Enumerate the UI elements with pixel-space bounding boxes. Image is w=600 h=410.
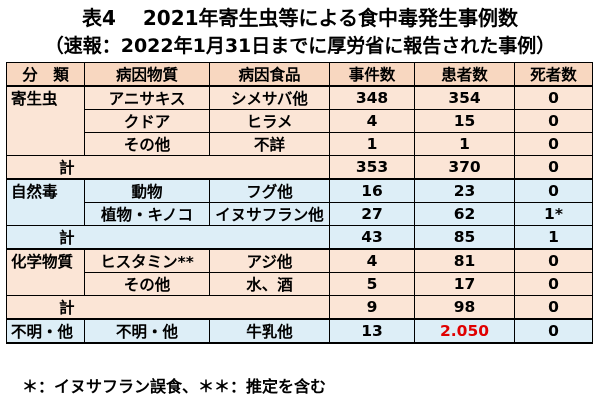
total-label: 計 [6,225,330,250]
deaths-cell: 0 [514,318,593,344]
footnote: ＊：イヌサフラン誤食、＊＊：推定を含む [22,377,327,396]
cases-cell: 16 [329,178,415,203]
patients-cell: 62 [414,202,515,226]
cases-cell: 4 [329,248,415,273]
agent-cell: その他 [84,132,210,156]
cases-cell: 13 [329,318,415,344]
total-row: 計 9 98 0 [6,295,593,320]
food-cell: ヒラメ [209,109,330,133]
total-patients: 370 [414,155,515,180]
category-label: 自然毒 [6,178,85,203]
header-cases: 事件数 [329,62,415,87]
category-spacer [6,109,85,133]
total-row: 計 43 85 1 [6,225,593,250]
table-subtitle: （速報：2022年1月31日までに厚労省に報告された事例） [44,35,556,57]
category-label: 寄生虫 [6,85,85,110]
category-spacer [6,272,85,296]
cases-cell: 5 [329,272,415,296]
total-deaths: 1 [514,225,593,250]
table-row: その他 水、酒 5 17 0 [6,272,593,296]
deaths-cell: 0 [514,272,593,296]
table-row: 植物・キノコ イヌサフラン他 27 62 1* [6,202,593,226]
header-agent: 病因物質 [84,62,210,87]
category-label: 不明・他 [6,318,85,344]
total-row: 計 353 370 0 [6,155,593,180]
patients-cell-highlight: 2.050 [414,318,515,344]
deaths-cell: 1* [514,202,593,226]
category-spacer [6,202,85,226]
patients-cell: 354 [414,85,515,110]
table-row: 自然毒 動物 フグ他 16 23 0 [6,178,593,203]
deaths-cell: 0 [514,132,593,156]
patients-cell: 15 [414,109,515,133]
category-spacer [6,132,85,156]
table-title: 表4 2021年寄生虫等による食中毒発生事例数 [82,6,518,30]
patients-cell: 17 [414,272,515,296]
patients-cell: 23 [414,178,515,203]
food-cell: シメサバ他 [209,85,330,110]
agent-cell: アニサキス [84,85,210,110]
table-row: 不明・他 不明・他 牛乳他 13 2.050 0 [6,318,593,344]
agent-cell: その他 [84,272,210,296]
agent-cell: ヒスタミン** [84,248,210,273]
agent-cell: 不明・他 [84,318,210,344]
food-cell: フグ他 [209,178,330,203]
total-deaths: 0 [514,295,593,320]
deaths-cell: 0 [514,109,593,133]
total-label: 計 [6,295,330,320]
table-row: 化学物質 ヒスタミン** アジ他 4 81 0 [6,248,593,273]
patients-cell: 1 [414,132,515,156]
deaths-cell: 0 [514,178,593,203]
deaths-cell: 0 [514,85,593,110]
food-cell: アジ他 [209,248,330,273]
cases-cell: 348 [329,85,415,110]
cases-cell: 27 [329,202,415,226]
food-cell: 牛乳他 [209,318,330,344]
total-patients: 98 [414,295,515,320]
agent-cell: 動物 [84,178,210,203]
header-deaths: 死者数 [514,62,593,87]
header-patients: 患者数 [414,62,515,87]
cases-cell: 1 [329,132,415,156]
food-cell: 不詳 [209,132,330,156]
header-category: 分 類 [6,62,85,87]
total-label: 計 [6,155,330,180]
deaths-cell: 0 [514,248,593,273]
category-label: 化学物質 [6,248,85,273]
total-cases: 43 [329,225,415,250]
total-cases: 9 [329,295,415,320]
header-food: 病因食品 [209,62,330,87]
food-poisoning-table: 分 類 病因物質 病因食品 事件数 患者数 死者数 寄生虫 アニサキス シメサバ… [6,62,593,344]
food-cell: イヌサフラン他 [209,202,330,226]
agent-cell: 植物・キノコ [84,202,210,226]
total-cases: 353 [329,155,415,180]
table-row: クドア ヒラメ 4 15 0 [6,109,593,133]
total-patients: 85 [414,225,515,250]
food-cell: 水、酒 [209,272,330,296]
agent-cell: クドア [84,109,210,133]
cases-cell: 4 [329,109,415,133]
table-row: 寄生虫 アニサキス シメサバ他 348 354 0 [6,85,593,110]
total-deaths: 0 [514,155,593,180]
patients-cell: 81 [414,248,515,273]
table-row: その他 不詳 1 1 0 [6,132,593,156]
header-row: 分 類 病因物質 病因食品 事件数 患者数 死者数 [6,62,593,87]
